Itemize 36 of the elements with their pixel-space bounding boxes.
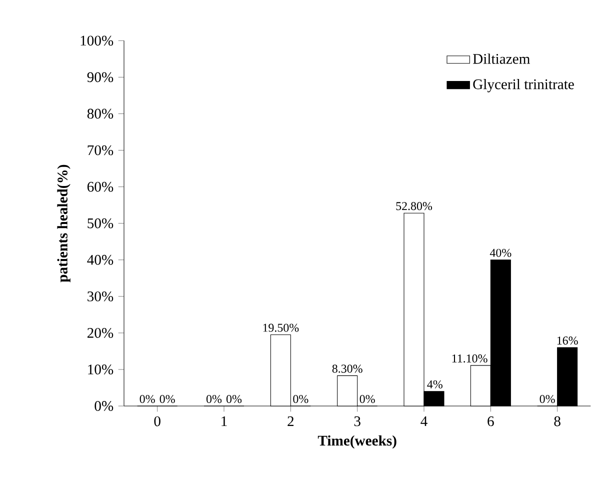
y-tick-label: 40% — [87, 254, 114, 265]
data-label: 0% — [226, 394, 242, 404]
data-label: 0% — [206, 394, 222, 404]
x-tick-label: 1 — [222, 416, 227, 426]
y-tick-label: 0% — [94, 401, 114, 411]
data-label: 0% — [293, 394, 308, 404]
y-tick-label: 70% — [88, 145, 114, 156]
y-tick-label: 10% — [88, 364, 114, 374]
y-tick-label: 20% — [88, 328, 114, 338]
data-label: 16% — [557, 336, 578, 345]
y-tick-label: 90% — [87, 72, 114, 82]
x-tick-label: 0 — [154, 416, 160, 426]
y-tick-label: 30% — [88, 291, 114, 302]
data-label: 4% — [427, 380, 442, 388]
data-label: 11.10% — [452, 354, 488, 363]
y-tick-label: 100% — [80, 36, 114, 46]
y-tick-label: 50% — [88, 218, 114, 228]
x-tick-label: 8 — [554, 416, 560, 426]
data-label: 19.50% — [263, 324, 299, 332]
data-label: 8.30% — [332, 364, 362, 373]
data-label: 52.80% — [396, 202, 432, 210]
y-axis-title: patients healed(%) — [57, 164, 70, 282]
data-label: 0% — [140, 394, 155, 404]
x-tick-label: 3 — [354, 416, 360, 426]
y-tick-label: 60% — [87, 182, 114, 192]
y-tick-label: 80% — [87, 108, 114, 119]
data-label: 0% — [160, 394, 175, 404]
x-axis-title: Time(weeks) — [318, 435, 396, 449]
legend-label: Diltiazem — [473, 54, 530, 64]
data-label: 40% — [490, 248, 512, 257]
x-tick-label: 2 — [288, 416, 294, 426]
data-label: 0% — [540, 394, 555, 404]
x-tick-label: 6 — [488, 416, 494, 426]
x-tick-label: 4 — [420, 416, 428, 426]
legend-label: Glyceril trinitrate — [473, 78, 574, 92]
data-label: 0% — [360, 394, 375, 404]
